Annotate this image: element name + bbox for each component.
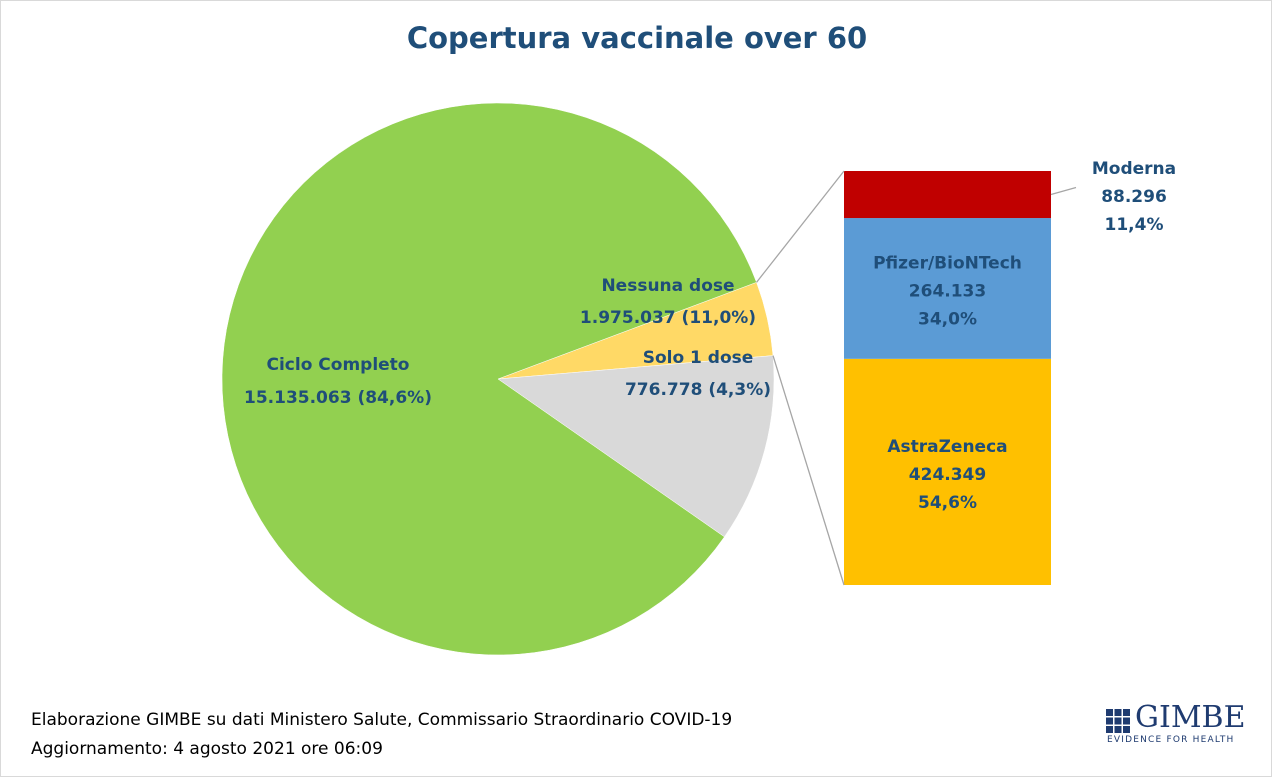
bar-segment-astrazeneca <box>844 358 1051 585</box>
gimbe-logo-icon <box>1105 708 1131 734</box>
bar-label-moderna-value: 88.296 <box>1101 187 1167 207</box>
source-note: Elaborazione GIMBE su dati Ministero Sal… <box>31 710 733 730</box>
logo-wordmark: GIMBE <box>1135 700 1246 735</box>
pie-label-nessuna-dose-value: 1.975.037 (11,0%) <box>580 308 756 328</box>
pie-label-solo-1-dose-name: Solo 1 dose <box>643 348 754 368</box>
connector-line-bottom <box>772 355 845 586</box>
bar-segment-moderna <box>844 171 1051 219</box>
pie-label-solo-1-dose-value: 776.778 (4,3%) <box>625 380 771 400</box>
bar-label-astrazeneca-name: AstraZeneca <box>887 437 1007 457</box>
bar-label-pfizer-biontech-name: Pfizer/BioNTech <box>873 253 1022 273</box>
stacked-bar-chart <box>844 171 1051 585</box>
logo-tagline: EVIDENCE FOR HEALTH <box>1107 735 1235 745</box>
pie-label-nessuna-dose-name: Nessuna dose <box>601 276 734 296</box>
bar-label-astrazeneca-value: 424.349 <box>909 465 986 485</box>
gimbe-logo: GIMBE EVIDENCE FOR HEALTH <box>1105 700 1247 747</box>
pie-label-ciclo-completo-value: 15.135.063 (84,6%) <box>244 388 432 408</box>
bar-label-pfizer-biontech-percent: 34,0% <box>918 309 977 329</box>
pie-label-ciclo-completo-name: Ciclo Completo <box>266 355 409 375</box>
bar-segment-pfizer-biontech <box>844 218 1051 359</box>
moderna-leader-line <box>1050 186 1077 196</box>
pie-slice-ciclo-completo <box>221 102 757 656</box>
bar-label-moderna-percent: 11,4% <box>1105 215 1164 235</box>
bar-label-astrazeneca-percent: 54,6% <box>918 493 977 513</box>
pie-slice-nessuna-dose <box>497 355 775 538</box>
chart-title: Copertura vaccinale over 60 <box>406 21 868 55</box>
data-labels: Ciclo Completo 15.135.063 (84,6%) Nessuna … <box>244 159 1176 513</box>
update-note: Aggiornamento: 4 agosto 2021 ore 06:09 <box>31 739 383 759</box>
connector-lines <box>756 170 845 586</box>
bar-label-moderna-name: Moderna <box>1092 159 1176 179</box>
pie-chart <box>221 102 775 656</box>
connector-line-top <box>756 170 845 283</box>
bar-label-pfizer-biontech-value: 264.133 <box>909 281 986 301</box>
footer: Elaborazione GIMBE su dati Ministero Sal… <box>31 706 732 764</box>
